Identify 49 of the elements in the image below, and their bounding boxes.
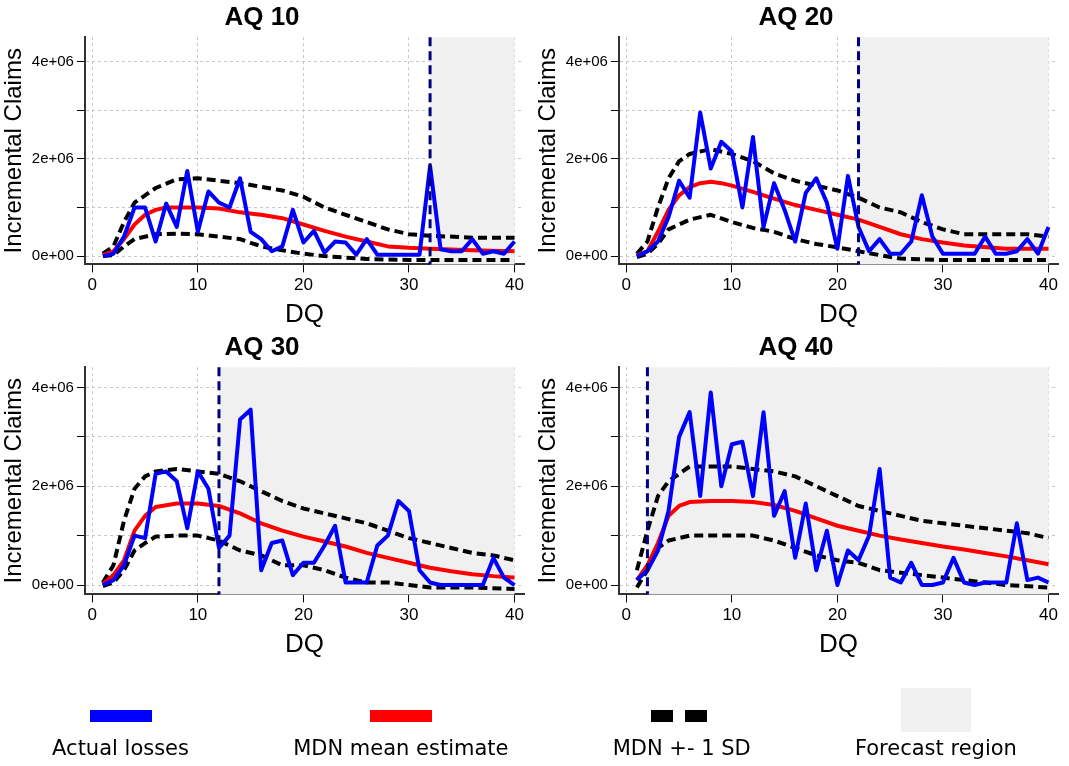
chart-title: AQ 30 [224,330,300,361]
x-tick-label: 30 [933,275,953,295]
y-axis-title: Incremental Claims [533,48,561,254]
x-tick-label: 20 [827,275,847,295]
x-tick-label: 40 [505,275,524,295]
x-axis-title: DQ [284,297,324,328]
x-tick-label: 40 [1039,275,1058,295]
x-tick-label: 30 [399,605,419,625]
x-tick-label: 40 [1039,605,1058,625]
x-axis-title: DQ [284,627,324,658]
x-tick-label: 10 [722,605,742,625]
x-tick-label: 20 [293,275,313,295]
x-axis-title: DQ [818,297,858,328]
x-tick-label: 10 [188,605,208,625]
chart-title: AQ 40 [758,330,834,361]
legend-label: Actual losses [52,736,189,760]
x-tick-label: 0 [87,275,98,295]
x-tick-label: 10 [722,275,742,295]
x-tick-label: 40 [505,605,524,625]
y-tick-label: 0e+00 [31,575,74,593]
x-tick-label: 0 [621,275,632,295]
y-tick-label: 2e+06 [565,476,608,494]
x-tick-label: 10 [188,275,208,295]
x-tick-label: 0 [621,605,632,625]
x-tick-label: 20 [293,605,313,625]
x-tick-label: 20 [827,605,847,625]
y-tick-label: 4e+06 [31,377,74,395]
y-tick-label: 2e+06 [31,476,74,494]
y-tick-label: 2e+06 [31,148,74,166]
y-axis-title: Incremental Claims [533,378,561,584]
y-tick-label: 4e+06 [565,51,608,69]
chart-title: AQ 20 [758,0,834,31]
y-tick-label: 4e+06 [31,51,74,69]
x-tick-label: 0 [87,605,98,625]
y-tick-label: 2e+06 [565,148,608,166]
x-tick-label: 30 [933,605,953,625]
y-tick-label: 0e+00 [565,246,608,264]
chart-title: AQ 10 [224,0,300,31]
x-tick-label: 30 [399,275,419,295]
y-axis-title: Incremental Claims [0,378,27,584]
x-axis-title: DQ [818,627,858,658]
legend-label: MDN +- 1 SD [612,736,751,760]
line-series [634,464,1051,573]
y-tick-label: 0e+00 [31,246,74,264]
y-axis-title: Incremental Claims [0,48,27,254]
y-tick-label: 0e+00 [565,575,608,593]
legend-label: MDN mean estimate [293,736,509,760]
legend-label: Forecast region [854,736,1017,760]
y-tick-label: 4e+06 [565,377,608,395]
